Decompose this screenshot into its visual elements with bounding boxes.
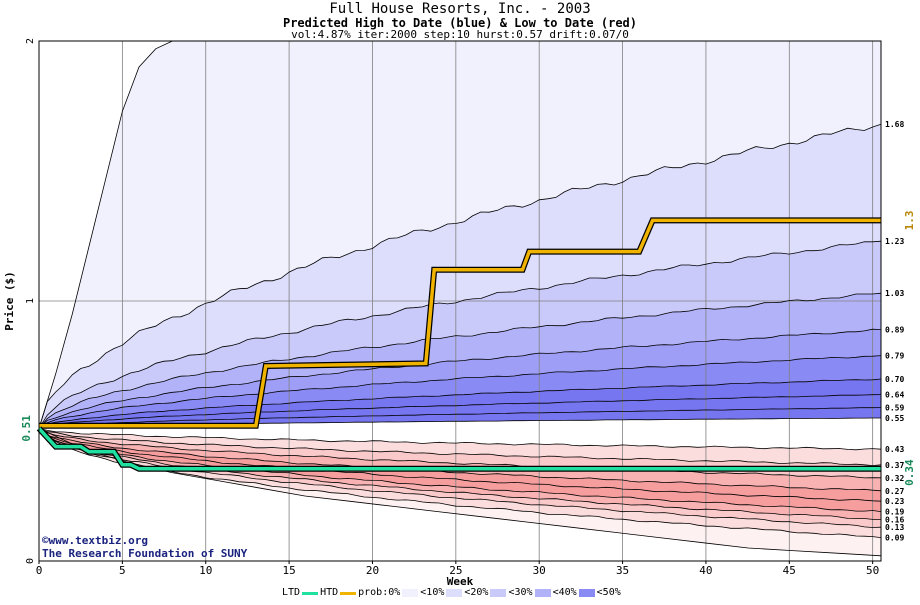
start-price-label: 0.51 — [20, 415, 33, 442]
outer-high-curve — [38, 40, 173, 429]
right-axis-value-label: 0.34 — [903, 459, 916, 486]
low-band-fill — [39, 428, 881, 491]
chart-title-block: Full House Resorts, Inc. - 2003 Predicte… — [0, 2, 920, 41]
x-tick-label: 25 — [449, 564, 462, 577]
credit-line-1: ©www.textbiz.org — [42, 534, 148, 547]
y-tick-label: 2 — [25, 38, 36, 44]
high-percentile-curve — [38, 378, 882, 429]
high-percentile-curve — [38, 292, 882, 429]
low-percentile-curve — [38, 428, 882, 467]
high-band-fill — [39, 329, 881, 429]
low-percentile-curve — [38, 428, 882, 479]
chart-title: Full House Resorts, Inc. - 2003 — [329, 1, 591, 17]
legend-htd-swatch — [340, 591, 357, 595]
low-band-fill — [39, 428, 881, 538]
high-band-fill — [39, 379, 881, 429]
x-tick-label: 15 — [282, 564, 295, 577]
legend-ltd-label: LTD — [282, 587, 301, 598]
high-percentile-curve — [38, 328, 882, 429]
legend-label-30: <30% — [508, 587, 533, 598]
high-band-fill — [39, 41, 881, 429]
high-band-fill — [39, 394, 881, 429]
high-percentile-curve — [38, 355, 882, 429]
high-band-fill — [39, 241, 881, 429]
legend-swatch-10 — [402, 589, 419, 597]
low-end-label: 0.19 — [885, 508, 904, 517]
low-percentile-curve — [38, 428, 882, 451]
high-band-fill — [39, 124, 881, 429]
low-end-label: 0.37 — [885, 461, 904, 470]
series-ltd-line — [37, 427, 881, 471]
low-percentile-curve — [38, 428, 882, 502]
high-percentile-curve — [38, 240, 882, 429]
high-end-label: 0.89 — [885, 326, 904, 335]
legend-label-50: <50% — [596, 587, 621, 598]
high-end-label: 0.70 — [885, 375, 904, 384]
low-end-label: 0.27 — [885, 487, 904, 496]
low-band-fill — [39, 428, 881, 512]
legend-htd-label: HTD — [320, 587, 339, 598]
legend-label-10: <10% — [420, 587, 445, 598]
x-tick-label: 20 — [366, 564, 379, 577]
legend-prob-label: prob:0% — [358, 587, 401, 598]
low-end-label: 0.23 — [885, 497, 904, 506]
low-percentile-curve — [38, 428, 882, 492]
low-band-fill — [39, 428, 881, 466]
low-percentile-curve — [38, 428, 882, 538]
chart-subtitle: Predicted High to Date (blue) & Low to D… — [282, 16, 637, 30]
low-end-label: 0.32 — [885, 474, 904, 483]
legend-label-20: <20% — [464, 587, 489, 598]
low-percentile-curve — [38, 428, 882, 512]
low-band-fill — [39, 428, 881, 528]
series-htd-line — [39, 218, 881, 428]
low-end-label: 0.16 — [885, 515, 904, 524]
high-band-fill — [39, 355, 881, 429]
plot-frame — [38, 40, 882, 562]
high-end-label: 0.55 — [885, 414, 904, 423]
outer-low-curve — [38, 428, 882, 557]
legend-label-40: <40% — [552, 587, 577, 598]
low-end-label: 0.43 — [885, 445, 904, 454]
low-band-fill — [39, 428, 881, 502]
high-percentile-curve — [38, 394, 882, 429]
y-tick-label: 1 — [25, 298, 36, 304]
high-end-label: 1.23 — [885, 237, 904, 246]
high-percentile-curve — [38, 407, 882, 429]
y-tick-label: 0 — [25, 558, 36, 564]
x-tick-label: 35 — [616, 564, 629, 577]
low-band-fill — [39, 428, 881, 520]
legend: LTD HTD prob:0% <10% <20% <30% <40% <50% — [282, 587, 621, 599]
low-end-label: 0.09 — [885, 534, 904, 543]
x-tick-label: 30 — [533, 564, 546, 577]
legend-swatch-30 — [490, 589, 507, 597]
x-tick-label: 45 — [783, 564, 796, 577]
x-axis-title: Week — [447, 575, 474, 588]
legend-ltd-swatch — [302, 591, 319, 595]
low-end-label: 0.13 — [885, 523, 904, 532]
low-band-fill — [39, 428, 881, 556]
x-tick-label: 0 — [36, 564, 43, 577]
x-tick-label: 40 — [699, 564, 712, 577]
low-band-fill — [39, 428, 881, 478]
high-end-label: 0.59 — [885, 404, 904, 413]
low-band-fill — [39, 428, 881, 561]
y-axis-title: Price ($) — [3, 271, 16, 331]
high-end-label: 0.64 — [885, 391, 904, 400]
high-end-label: 1.68 — [885, 120, 904, 129]
credit-line-2: The Research Foundation of SUNY — [42, 547, 248, 560]
x-tick-label: 10 — [199, 564, 212, 577]
legend-swatch-50 — [578, 589, 595, 597]
high-end-label: 1.03 — [885, 289, 904, 298]
high-percentile-curve — [38, 123, 882, 429]
legend-swatch-20 — [446, 589, 463, 597]
x-tick-label: 5 — [119, 564, 126, 577]
high-end-label: 0.79 — [885, 352, 904, 361]
right-axis-value-label: 1.3 — [903, 210, 916, 230]
chart-params: vol:4.87% iter:2000 step:10 hurst:0.57 d… — [291, 28, 629, 41]
legend-swatch-40 — [534, 589, 551, 597]
x-tick-label: 50 — [866, 564, 879, 577]
